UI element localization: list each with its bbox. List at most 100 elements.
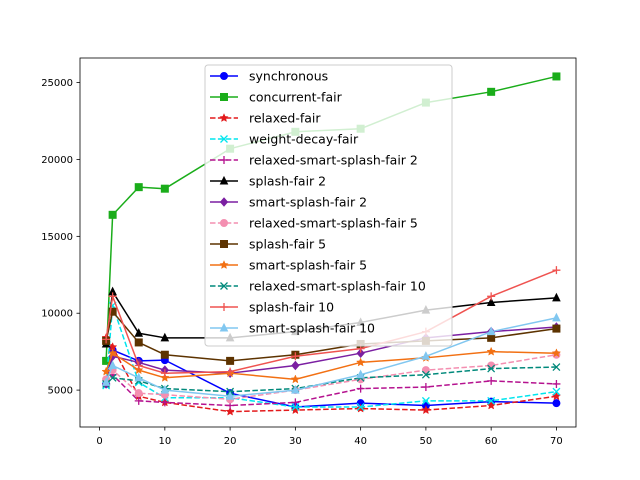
data-point <box>356 384 365 393</box>
data-point <box>225 391 235 400</box>
legend-label: smart-splash-fair 2 <box>249 195 367 210</box>
data-point <box>290 405 301 415</box>
series-line <box>105 310 557 362</box>
data-point <box>291 360 300 371</box>
legend-label: smart-splash-fair 5 <box>249 258 367 273</box>
legend-entry: relaxed-smart-splash-fair 10 <box>210 279 426 294</box>
data-point <box>108 373 117 382</box>
legend-label: smart-splash-fair 10 <box>249 321 375 336</box>
legend-label: relaxed-smart-splash-fair 5 <box>249 216 418 231</box>
data-point <box>487 364 496 373</box>
data-point <box>552 72 561 81</box>
y-tick-label: 15000 <box>41 232 73 243</box>
data-point <box>421 383 430 392</box>
legend-label: relaxed-smart-splash-fair 10 <box>249 279 426 294</box>
axes-frame <box>79 57 577 428</box>
data-point <box>291 403 300 411</box>
legend-marker <box>219 322 229 332</box>
legend-entry: relaxed-smart-splash-fair 2 <box>210 153 418 168</box>
legend-entry: synchronous <box>210 69 328 84</box>
legend-entry: splash-fair 2 <box>210 174 326 189</box>
legend-entry: relaxed-smart-splash-fair 5 <box>210 216 418 231</box>
legend-entry: smart-splash-fair 2 <box>210 195 367 210</box>
data-point <box>160 184 169 193</box>
legend-label: concurrent-fair <box>249 90 343 105</box>
legend: synchronous concurrent-fair relaxed-fair we… <box>204 64 453 347</box>
x-tick-label: 50 <box>420 436 433 447</box>
legend-label: weight-decay-fair <box>249 132 359 147</box>
data-point <box>421 370 430 379</box>
data-point <box>551 348 562 358</box>
data-point <box>552 324 561 333</box>
legend-marker <box>220 135 228 143</box>
legend-entry: splash-fair 10 <box>210 300 334 315</box>
data-point <box>107 348 118 358</box>
x-tick-label: 40 <box>354 436 367 447</box>
legend-entry: concurrent-fair <box>210 90 343 105</box>
data-point <box>160 332 170 342</box>
series-line <box>105 337 557 413</box>
legend-label: relaxed-smart-splash-fair 2 <box>249 153 418 168</box>
data-point <box>101 366 111 376</box>
data-point <box>134 183 143 192</box>
data-point <box>108 292 117 301</box>
data-point <box>225 406 235 416</box>
legend-marker <box>220 282 228 290</box>
data-point <box>226 367 235 376</box>
x-tick-label: 70 <box>550 436 563 447</box>
data-point <box>552 363 561 371</box>
data-point <box>487 376 496 385</box>
data-point <box>226 356 235 365</box>
legend-marker <box>220 303 228 311</box>
series-11 <box>102 266 561 378</box>
legend-entry: smart-splash-fair 10 <box>210 321 375 336</box>
legend-label: relaxed-fair <box>249 111 321 126</box>
legend-box <box>204 64 453 347</box>
data-point <box>134 372 144 382</box>
data-point <box>487 87 496 96</box>
legend-marker <box>219 175 229 185</box>
legend-entry: splash-fair 5 <box>210 237 326 252</box>
data-point <box>552 312 561 322</box>
x-tick-label: 0 <box>96 436 102 447</box>
data-point <box>486 297 496 306</box>
data-point <box>134 361 143 370</box>
data-point <box>160 372 170 382</box>
legend-marker <box>220 240 228 248</box>
legend-marker <box>219 260 229 270</box>
y-tick-label: 10000 <box>41 309 73 320</box>
data-point <box>134 365 144 375</box>
x-tick-label: 30 <box>289 436 302 447</box>
legend-label: splash-fair 10 <box>249 300 334 315</box>
plot-area: 0 10 20 30 40 50 60 70 5000 10000 15000 20000 25000 s… <box>41 57 577 447</box>
series-line <box>105 366 557 393</box>
data-point <box>356 348 365 358</box>
data-point <box>291 398 300 407</box>
y-tick-label: 5000 <box>48 386 73 397</box>
data-point <box>160 384 170 394</box>
data-point <box>486 346 496 356</box>
series-line <box>105 326 557 385</box>
data-point <box>160 398 169 407</box>
x-tick-label: 10 <box>158 436 171 447</box>
data-point <box>356 369 365 379</box>
legend-marker <box>220 156 228 164</box>
legend-marker <box>220 93 228 101</box>
y-tick-label: 20000 <box>41 155 73 166</box>
legend-marker <box>219 197 229 207</box>
legend-entry: weight-decay-fair <box>210 132 359 147</box>
data-point <box>552 399 561 408</box>
data-point <box>108 360 117 369</box>
series-line <box>105 269 557 374</box>
data-point <box>552 379 561 388</box>
data-point <box>291 352 300 361</box>
data-point <box>108 307 117 316</box>
data-point <box>160 350 169 359</box>
data-point <box>552 387 561 396</box>
legend-label: splash-fair 2 <box>249 174 326 189</box>
data-point <box>421 351 431 360</box>
legend-marker <box>220 219 228 227</box>
legend-entry: smart-splash-fair 5 <box>210 258 367 273</box>
data-point <box>487 292 496 301</box>
